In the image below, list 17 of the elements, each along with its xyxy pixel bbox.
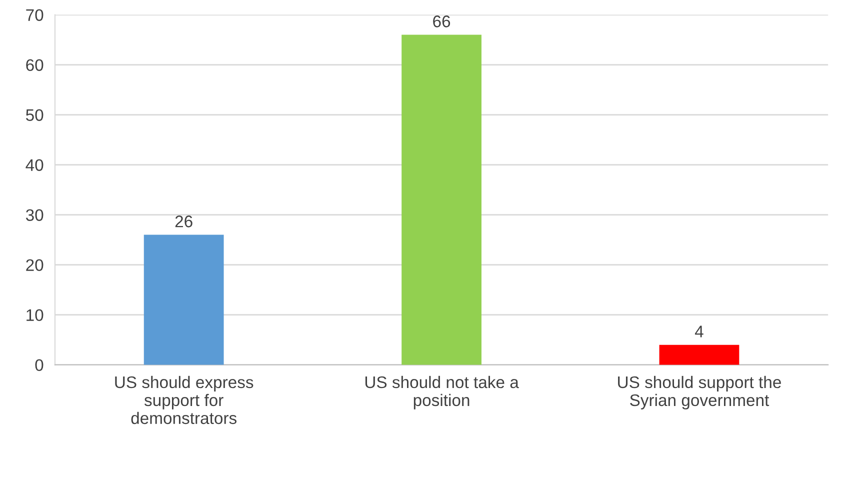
x-tick-label: US should not take a position [365, 376, 519, 410]
y-tick-label: 50 [26, 109, 44, 121]
data-label: 66 [433, 16, 450, 28]
y-tick-label: 40 [26, 159, 44, 172]
bar [402, 34, 482, 365]
y-tick-label: 30 [26, 209, 44, 222]
y-tick-label: 0 [35, 359, 44, 372]
y-tick-label: 70 [26, 9, 44, 21]
y-tick-label: 60 [26, 59, 44, 71]
data-label: 4 [694, 326, 704, 338]
y-tick-label: 10 [26, 309, 44, 322]
bar [659, 344, 740, 365]
x-tick-label: US should support the Syrian government [618, 376, 781, 410]
data-label: 26 [175, 216, 192, 228]
y-tick-label: 20 [26, 259, 44, 272]
bar [144, 234, 224, 365]
x-tick-label: US should express support for demonstrators [115, 376, 254, 424]
